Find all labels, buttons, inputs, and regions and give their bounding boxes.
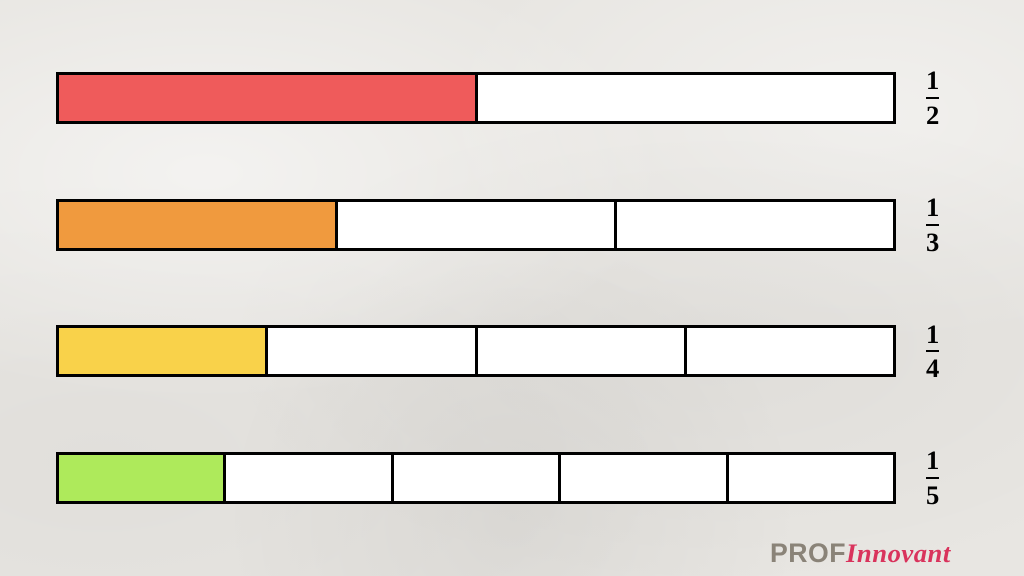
fraction-bar	[56, 199, 896, 251]
fraction-bar	[56, 325, 896, 377]
fraction-row: 15	[56, 452, 968, 504]
segment-empty	[475, 75, 894, 121]
fraction-bar	[56, 72, 896, 124]
fraction-label: 14	[926, 321, 939, 382]
fraction-row: 13	[56, 199, 968, 251]
segment-empty	[475, 328, 684, 374]
brand-logo: PROFInnovant	[770, 538, 951, 569]
fraction-label: 13	[926, 194, 939, 255]
fraction-denominator: 5	[926, 482, 939, 509]
segment-empty	[265, 328, 474, 374]
segment-empty	[684, 328, 893, 374]
fraction-bars-canvas: 12131415	[56, 72, 968, 504]
fraction-line	[926, 97, 939, 99]
fraction-denominator: 3	[926, 229, 939, 256]
fraction-line	[926, 350, 939, 352]
segment-empty	[335, 202, 614, 248]
fraction-label: 15	[926, 447, 939, 508]
fraction-bar	[56, 452, 896, 504]
fraction-numerator: 1	[926, 447, 939, 474]
fraction-denominator: 2	[926, 102, 939, 129]
segment-filled	[59, 328, 265, 374]
segment-filled	[59, 75, 475, 121]
logo-part1: PROF	[770, 538, 846, 568]
fraction-label: 12	[926, 67, 939, 128]
fraction-row: 12	[56, 72, 968, 124]
segment-empty	[558, 455, 725, 501]
segment-empty	[391, 455, 558, 501]
segment-filled	[59, 202, 335, 248]
segment-empty	[614, 202, 893, 248]
segment-filled	[59, 455, 223, 501]
fraction-row: 14	[56, 325, 968, 377]
fraction-numerator: 1	[926, 194, 939, 221]
fraction-line	[926, 477, 939, 479]
fraction-denominator: 4	[926, 355, 939, 382]
segment-empty	[223, 455, 390, 501]
segment-empty	[726, 455, 893, 501]
fraction-numerator: 1	[926, 67, 939, 94]
fraction-numerator: 1	[926, 321, 939, 348]
fraction-line	[926, 224, 939, 226]
logo-part2: Innovant	[846, 538, 951, 568]
